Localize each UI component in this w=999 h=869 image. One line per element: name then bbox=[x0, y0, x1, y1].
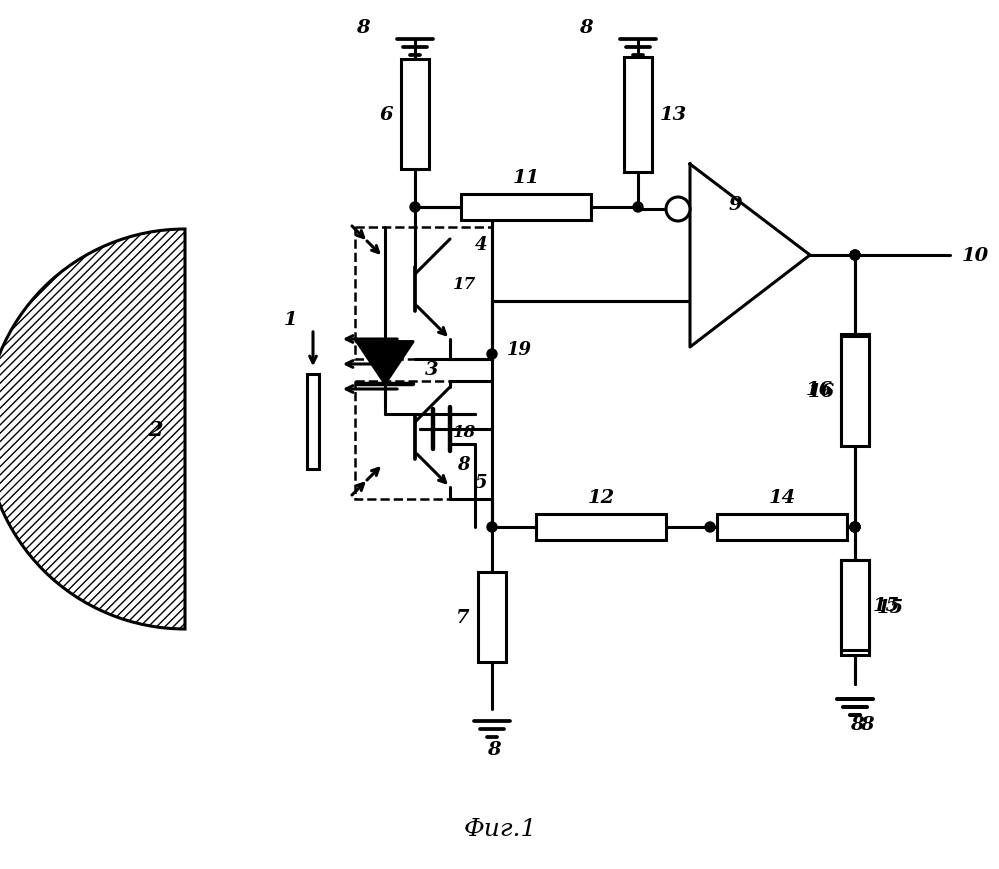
Circle shape bbox=[850, 251, 860, 261]
Bar bbox=[841, 560, 869, 654]
Text: 4: 4 bbox=[475, 235, 487, 254]
Text: 15: 15 bbox=[877, 599, 904, 616]
Bar bbox=[841, 561, 869, 650]
Text: 1: 1 bbox=[284, 310, 297, 328]
Text: Фиг.1: Фиг.1 bbox=[464, 818, 536, 840]
Circle shape bbox=[705, 522, 715, 533]
Bar bbox=[478, 573, 506, 662]
Bar bbox=[401, 60, 429, 169]
Text: 17: 17 bbox=[453, 276, 477, 293]
Text: 8: 8 bbox=[579, 19, 593, 37]
Circle shape bbox=[850, 522, 860, 533]
Text: 8: 8 bbox=[357, 19, 370, 37]
Text: 8: 8 bbox=[850, 715, 864, 733]
Text: 8: 8 bbox=[457, 455, 470, 474]
Bar bbox=[461, 195, 591, 221]
Text: 16: 16 bbox=[806, 381, 833, 399]
Circle shape bbox=[410, 202, 420, 213]
Polygon shape bbox=[357, 342, 413, 384]
Text: 10: 10 bbox=[962, 247, 989, 265]
Text: 16: 16 bbox=[808, 382, 835, 401]
Circle shape bbox=[850, 522, 860, 533]
Text: 7: 7 bbox=[457, 608, 470, 627]
Circle shape bbox=[487, 349, 497, 360]
Polygon shape bbox=[690, 165, 810, 348]
Text: 8: 8 bbox=[860, 715, 873, 733]
Bar bbox=[355, 381, 492, 500]
Circle shape bbox=[850, 251, 860, 261]
Text: 13: 13 bbox=[660, 106, 687, 124]
Text: 19: 19 bbox=[507, 341, 532, 359]
Text: 12: 12 bbox=[587, 488, 614, 507]
Circle shape bbox=[850, 522, 860, 533]
Text: 6: 6 bbox=[380, 106, 393, 124]
Circle shape bbox=[633, 202, 643, 213]
Bar bbox=[355, 228, 492, 360]
Bar bbox=[624, 57, 652, 172]
Text: 8: 8 bbox=[488, 740, 500, 758]
Text: 14: 14 bbox=[768, 488, 795, 507]
Text: 18: 18 bbox=[453, 424, 477, 441]
Circle shape bbox=[487, 522, 497, 533]
Bar bbox=[841, 335, 869, 444]
Bar bbox=[307, 375, 319, 469]
Bar bbox=[841, 336, 869, 447]
Bar bbox=[717, 514, 847, 541]
Bar bbox=[536, 514, 666, 541]
Text: 9: 9 bbox=[728, 196, 742, 214]
Circle shape bbox=[666, 198, 690, 222]
Text: 15: 15 bbox=[873, 596, 900, 614]
Text: 5: 5 bbox=[475, 474, 487, 492]
Text: 2: 2 bbox=[148, 420, 162, 440]
Wedge shape bbox=[0, 229, 185, 629]
Text: 3: 3 bbox=[425, 361, 439, 379]
Text: 11: 11 bbox=[512, 169, 539, 187]
